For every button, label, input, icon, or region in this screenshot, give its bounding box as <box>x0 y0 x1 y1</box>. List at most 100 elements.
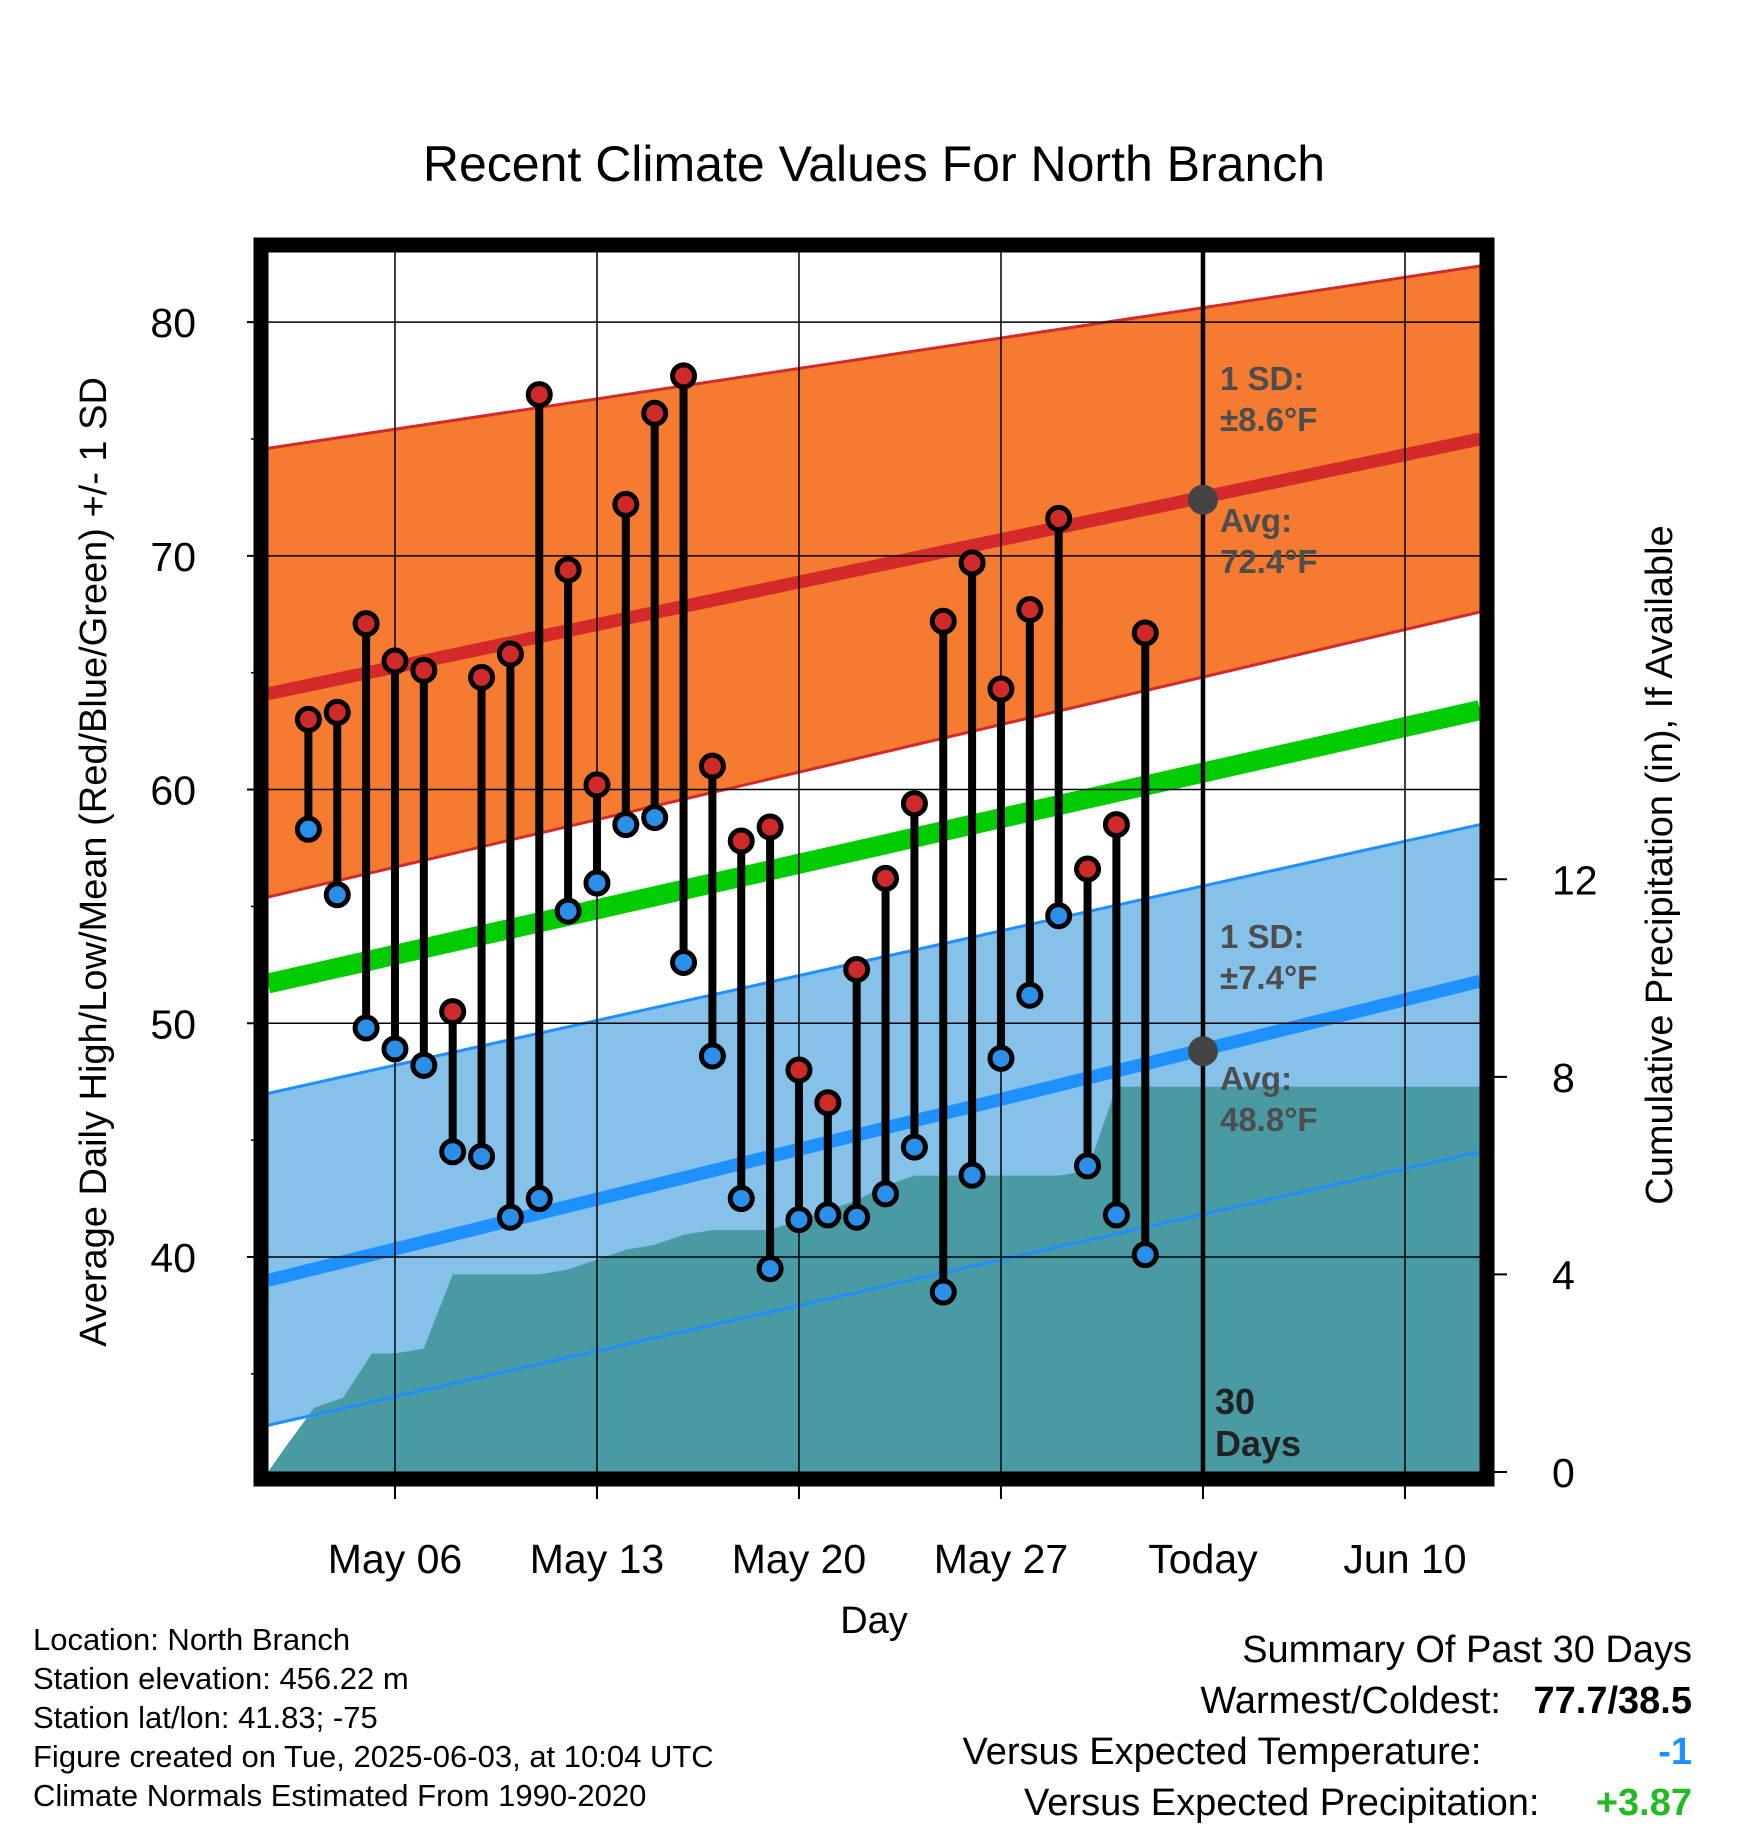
daily-high-point <box>1131 619 1159 647</box>
y-right-tick-label: 0 <box>1552 1450 1575 1496</box>
daily-low-point <box>670 948 698 976</box>
temp-value: -1 <box>1658 1731 1692 1773</box>
daily-low-point <box>439 1138 467 1166</box>
daily-low-point <box>900 1133 928 1161</box>
x-axis-title: Day <box>840 1600 908 1642</box>
daily-low-point <box>814 1201 842 1229</box>
daily-low-point <box>1074 1152 1102 1180</box>
daily-high-point <box>323 698 351 726</box>
daily-low-point <box>756 1255 784 1283</box>
y-right-tick-label: 8 <box>1552 1055 1575 1101</box>
high-lower-edge <box>268 610 1480 899</box>
low-sd-label: 1 SD: <box>1220 918 1304 955</box>
daily-low-point <box>352 1014 380 1042</box>
y-tick-label: 60 <box>150 768 196 814</box>
created-text: Figure created on Tue, 2025-06-03, at 10… <box>33 1739 714 1774</box>
x-tick-label: May 06 <box>328 1536 462 1582</box>
daily-high-point <box>1045 504 1073 532</box>
daily-low-point <box>958 1161 986 1189</box>
daily-low-point <box>410 1051 438 1079</box>
low-lower-edge <box>268 1150 1480 1427</box>
station-info: Location: North Branch Station elevation… <box>33 1620 714 1815</box>
daily-high-point <box>1074 855 1102 883</box>
y-tick-label: 50 <box>150 1001 196 1047</box>
low-sd-value: ±7.4°F <box>1220 959 1317 996</box>
low-avg-marker <box>1187 1036 1218 1067</box>
daily-low-point <box>785 1206 813 1234</box>
y-tick-label: 40 <box>150 1235 196 1281</box>
latlon-text: Station lat/lon: 41.83; -75 <box>33 1700 378 1735</box>
daily-high-point <box>410 656 438 684</box>
y-axis-title: Average Daily High/Low/Mean (Red/Blue/Gr… <box>73 377 115 1347</box>
precip-label: Versus Expected Precipitation: <box>1024 1782 1540 1824</box>
daily-high-point <box>612 490 640 518</box>
low-avg-value: 48.8°F <box>1220 1101 1318 1138</box>
temp-label: Versus Expected Temperature: <box>962 1731 1482 1773</box>
daily-high-point <box>698 752 726 780</box>
daily-low-point <box>323 881 351 909</box>
high-avg-value: 72.4°F <box>1220 543 1318 580</box>
daily-high-point <box>929 607 957 635</box>
location-text: Location: North Branch <box>33 1622 351 1657</box>
daily-high-point <box>958 549 986 577</box>
precipitation-area <box>268 1086 1480 1472</box>
high-sd-label: 1 SD: <box>1220 360 1304 397</box>
daily-high-point <box>872 864 900 892</box>
summary-heading: Summary Of Past 30 Days <box>1242 1629 1692 1671</box>
daily-high-point <box>468 663 496 691</box>
daily-low-point <box>583 869 611 897</box>
daily-low-point <box>294 815 322 843</box>
daily-high-point <box>756 813 784 841</box>
days-label-number: 30 <box>1215 1381 1255 1422</box>
daily-low-point <box>1131 1241 1159 1269</box>
daily-high-point <box>554 556 582 584</box>
daily-low-point <box>698 1042 726 1070</box>
summary-warm-cold: Warmest/Coldest: 77.7/38.5 <box>963 1676 1692 1727</box>
x-tick-label: May 20 <box>732 1536 866 1582</box>
low-avg-label: Avg: <box>1220 1060 1292 1097</box>
summary-temp: Versus Expected Temperature: -1 <box>963 1727 1692 1778</box>
daily-high-point <box>496 640 524 668</box>
x-tick-label: May 13 <box>530 1536 664 1582</box>
daily-high-point <box>987 675 1015 703</box>
plot-frame <box>253 237 1495 1487</box>
daily-low-point <box>468 1142 496 1170</box>
high-upper-edge <box>268 264 1480 450</box>
daily-high-point <box>814 1089 842 1117</box>
y-tick-label: 70 <box>150 534 196 580</box>
elevation-text: Station elevation: 456.22 m <box>33 1661 409 1696</box>
warm-cold-value: 77.7/38.5 <box>1533 1680 1692 1722</box>
daily-low-point <box>843 1203 871 1231</box>
high-avg-label: Avg: <box>1220 502 1292 539</box>
daily-high-point <box>843 956 871 984</box>
daily-high-point <box>352 610 380 638</box>
daily-low-point <box>872 1180 900 1208</box>
low-upper-edge <box>268 823 1480 1095</box>
y-axis-right-title: Cumulative Precipitation (in), If Availa… <box>1639 525 1681 1204</box>
mean-line <box>268 700 1480 994</box>
x-tick-label: May 27 <box>934 1536 1068 1582</box>
summary-panel: Summary Of Past 30 Days Warmest/Coldest:… <box>963 1625 1692 1829</box>
days-label-text: Days <box>1215 1423 1301 1464</box>
daily-high-point <box>381 647 409 675</box>
daily-low-point <box>554 897 582 925</box>
daily-high-point <box>583 771 611 799</box>
y-right-tick-label: 12 <box>1552 857 1598 903</box>
daily-high-point <box>641 399 669 427</box>
daily-high-point <box>1016 596 1044 624</box>
daily-low-point <box>381 1035 409 1063</box>
daily-low-point <box>987 1044 1015 1072</box>
daily-low-point <box>1016 981 1044 1009</box>
daily-high-point <box>670 362 698 390</box>
daily-low-point <box>496 1203 524 1231</box>
daily-low-point <box>525 1185 553 1213</box>
daily-high-point <box>294 705 322 733</box>
daily-low-point <box>641 804 669 832</box>
high-sd-value: ±8.6°F <box>1220 401 1317 438</box>
precip-value: +3.87 <box>1595 1782 1692 1824</box>
daily-low-point <box>727 1185 755 1213</box>
normals-text: Climate Normals Estimated From 1990-2020 <box>33 1778 647 1813</box>
summary-precip: Versus Expected Precipitation: +3.87 <box>963 1778 1692 1829</box>
warm-cold-label: Warmest/Coldest: <box>1200 1680 1501 1722</box>
